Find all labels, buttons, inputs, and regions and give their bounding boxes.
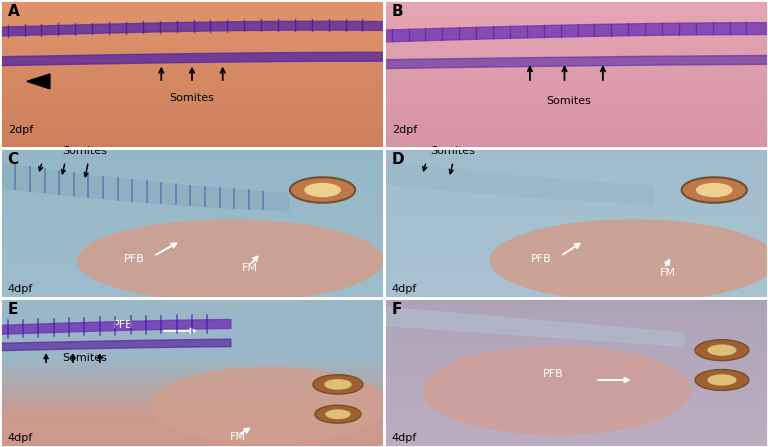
Text: PFB: PFB (124, 254, 145, 264)
Text: 4dpf: 4dpf (8, 284, 33, 294)
Text: 4dpf: 4dpf (392, 433, 417, 443)
Text: PFB: PFB (112, 320, 134, 330)
Text: Somites: Somites (62, 146, 107, 156)
Ellipse shape (77, 219, 384, 302)
Text: FM: FM (242, 263, 257, 273)
Text: F: F (392, 303, 402, 317)
Text: E: E (8, 303, 18, 317)
Circle shape (696, 183, 733, 197)
Text: 4dpf: 4dpf (8, 433, 33, 443)
Text: C: C (8, 152, 18, 168)
Text: 2dpf: 2dpf (8, 125, 33, 135)
Text: A: A (8, 4, 19, 19)
Text: FM: FM (230, 431, 246, 442)
Polygon shape (27, 74, 50, 89)
Text: Somites: Somites (62, 353, 107, 363)
Circle shape (315, 405, 361, 423)
Circle shape (304, 183, 341, 197)
Circle shape (313, 375, 362, 394)
Text: PFB: PFB (542, 369, 564, 379)
Text: Somites: Somites (170, 93, 214, 103)
Ellipse shape (422, 346, 691, 435)
Circle shape (290, 177, 355, 203)
Text: 2dpf: 2dpf (392, 125, 417, 135)
Text: FM: FM (660, 267, 676, 278)
Ellipse shape (490, 219, 768, 302)
Circle shape (324, 379, 352, 390)
Text: PFB: PFB (531, 254, 552, 264)
Circle shape (695, 340, 749, 361)
Circle shape (326, 409, 350, 419)
Circle shape (695, 370, 749, 390)
Circle shape (707, 374, 737, 386)
Circle shape (707, 345, 737, 356)
Circle shape (681, 177, 746, 203)
Text: 4dpf: 4dpf (392, 284, 417, 294)
Text: B: B (392, 4, 403, 19)
Text: Somites: Somites (431, 146, 475, 156)
Text: D: D (392, 152, 404, 168)
Ellipse shape (150, 367, 388, 444)
Text: Somites: Somites (546, 96, 591, 105)
